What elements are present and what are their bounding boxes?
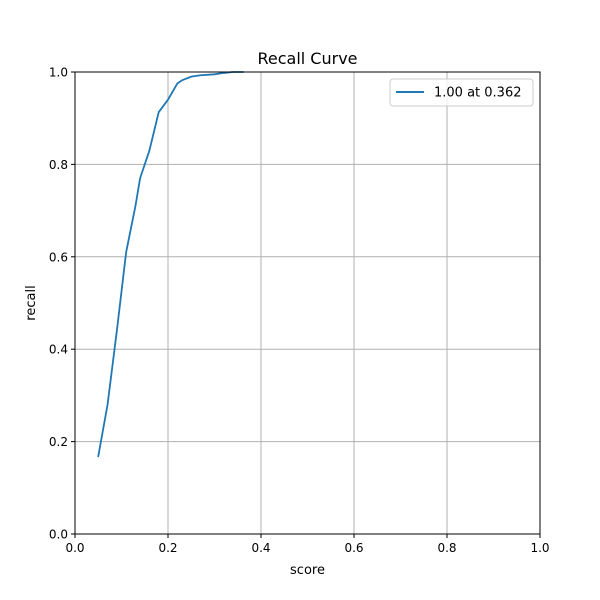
x-axis-label: score — [290, 563, 325, 578]
x-tick-label: 0.8 — [437, 541, 456, 555]
x-tick-label: 1.0 — [530, 541, 549, 555]
series-lines — [97, 71, 245, 458]
x-axis-ticks: 0.0 0.2 0.4 0.6 0.8 1.0 — [65, 534, 550, 555]
plot-area-background — [75, 72, 540, 534]
chart-title: Recall Curve — [257, 49, 357, 68]
x-tick-label: 0.6 — [344, 541, 363, 555]
y-tick-label: 0.2 — [49, 435, 68, 449]
series-line-1 — [97, 71, 245, 458]
plot-area-frame — [74, 71, 541, 535]
legend: 1.00 at 0.362 — [389, 78, 534, 107]
x-tick-label: 0.2 — [158, 541, 177, 555]
legend-label-series-1: 1.00 at 0.362 — [434, 86, 522, 101]
y-tick-label: 0.6 — [49, 250, 68, 264]
y-axis-ticks: 0.0 0.2 0.4 0.6 0.8 1.0 — [49, 66, 75, 542]
y-tick-label: 0.0 — [49, 528, 68, 542]
x-tick-label: 0.4 — [251, 541, 270, 555]
y-tick-label: 0.4 — [49, 343, 68, 357]
x-tick-label: 0.0 — [65, 541, 84, 555]
grid-lines — [74, 71, 541, 535]
y-tick-label: 0.8 — [49, 158, 68, 172]
y-axis-label: recall — [24, 285, 39, 320]
legend-box — [389, 78, 534, 107]
y-tick-label: 1.0 — [49, 66, 68, 80]
